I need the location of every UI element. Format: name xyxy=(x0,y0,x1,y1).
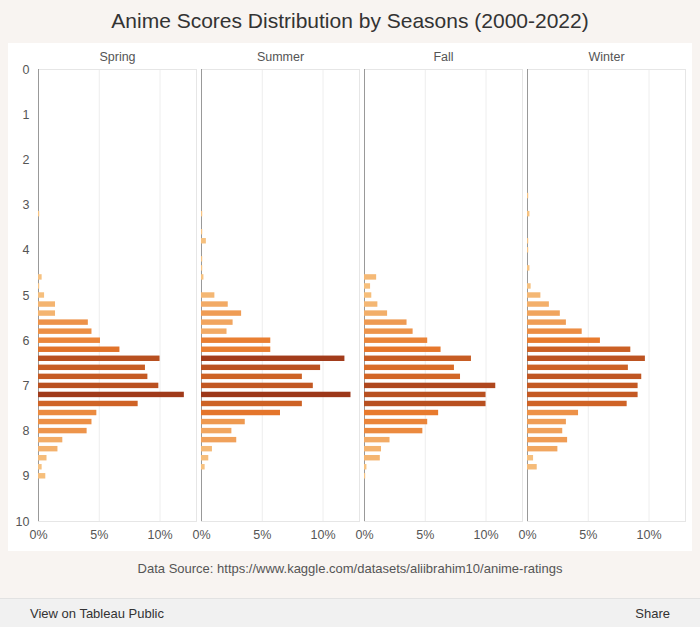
svg-text:10%: 10% xyxy=(474,528,499,542)
svg-text:Spring: Spring xyxy=(99,50,135,64)
html-text:Data Source: https://www.kaggl: Data Source: https://www.kaggle.com/data… xyxy=(137,561,563,576)
svg-text:1: 1 xyxy=(23,108,30,122)
html-text:View on Tableau Public: View on Tableau Public xyxy=(30,605,164,621)
svg-text:0%: 0% xyxy=(192,528,210,542)
svg-text:5: 5 xyxy=(23,289,30,303)
svg-text:8: 8 xyxy=(23,424,30,438)
svg-text:0: 0 xyxy=(23,63,30,77)
html-text:Anime Scores Distribution by S: Anime Scores Distribution by Seasons (20… xyxy=(111,9,589,32)
svg-text:10: 10 xyxy=(16,515,30,529)
svg-text:5%: 5% xyxy=(90,528,108,542)
svg-text:5%: 5% xyxy=(253,528,271,542)
svg-text:10%: 10% xyxy=(637,528,662,542)
svg-text:0%: 0% xyxy=(29,528,47,542)
svg-text:Fall: Fall xyxy=(433,50,453,64)
svg-text:Winter: Winter xyxy=(588,50,624,64)
svg-text:4: 4 xyxy=(23,243,30,257)
svg-text:2: 2 xyxy=(23,153,30,167)
svg-text:10%: 10% xyxy=(311,528,336,542)
svg-text:6: 6 xyxy=(23,334,30,348)
svg-text:3: 3 xyxy=(23,198,30,212)
svg-text:Summer: Summer xyxy=(257,50,304,64)
svg-text:0%: 0% xyxy=(355,528,373,542)
svg-text:5%: 5% xyxy=(579,528,597,542)
html-text:Share: Share xyxy=(635,605,670,621)
svg-text:10%: 10% xyxy=(148,528,173,542)
svg-text:7: 7 xyxy=(23,379,30,393)
svg-text:5%: 5% xyxy=(416,528,434,542)
svg-text:9: 9 xyxy=(23,469,30,483)
svg-text:0%: 0% xyxy=(518,528,536,542)
